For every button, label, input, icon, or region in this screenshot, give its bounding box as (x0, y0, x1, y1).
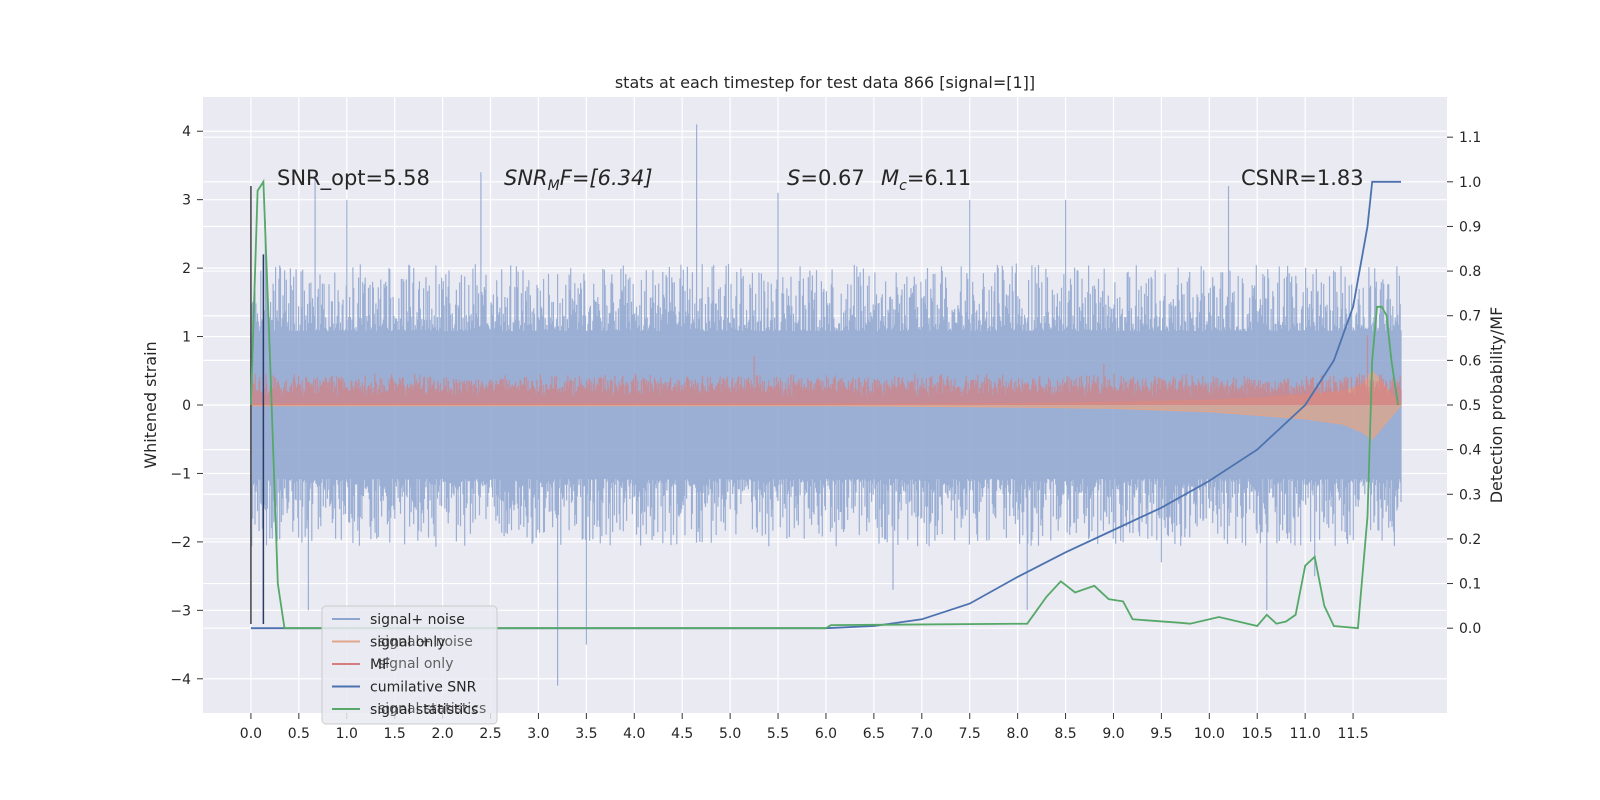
x-tick-label: 11.0 (1290, 726, 1321, 742)
x-tick-label: 1.0 (336, 726, 358, 742)
annotation-snr-mf-f: F=[6.34] (560, 166, 653, 190)
y-tick-label-left: 4 (182, 124, 191, 140)
legend-label: signal statistics (370, 702, 478, 718)
x-tick-label: 11.5 (1337, 726, 1368, 742)
x-tick-label: 9.5 (1150, 726, 1172, 742)
x-tick-label: 2.0 (431, 726, 453, 742)
annotation-snr-mf-sub: M (548, 178, 560, 194)
y-tick-label-left: 2 (182, 261, 191, 277)
y-tick-label-left: 3 (182, 193, 191, 209)
annotation-mc: Mc=6.11 (881, 166, 971, 194)
x-tick-label: 6.0 (815, 726, 837, 742)
x-tick-label: 1.5 (384, 726, 406, 742)
x-tick-label: 0.0 (240, 726, 262, 742)
y-tick-label-right: 0.4 (1459, 443, 1481, 459)
y-tick-label-right: 0.9 (1459, 219, 1481, 235)
legend-label: cumilative SNR (370, 680, 477, 696)
annotation-csnr: CSNR=1.83 (1241, 166, 1364, 190)
annotation-snr-mf: SNRMF=[6.34] (504, 166, 653, 194)
x-tick-label: 8.0 (1007, 726, 1029, 742)
y-tick-label-right: 1.1 (1459, 130, 1481, 146)
x-tick-label: 4.0 (623, 726, 645, 742)
y-tick-label-left: −4 (170, 672, 191, 688)
y-tick-label-left: 0 (182, 398, 191, 414)
series-cumulative-snr (250, 180, 1401, 630)
ticks: 0.0 0.5 1.0 1.5 2.0 2.5 3.0 3.5 4.0 4.5 5.0 5.5 6.0 6… (170, 124, 1481, 742)
y-axis-label-right: Detection probability/MF (1487, 307, 1506, 504)
x-tick-label: 0.5 (288, 726, 310, 742)
annotation-snr-opt: SNR_opt=5.58 (277, 166, 430, 191)
y-tick-label-left: −1 (170, 466, 191, 482)
x-tick-label: 10.5 (1242, 726, 1273, 742)
series-signal-statistics (250, 178, 1399, 630)
x-tick-label: 2.5 (479, 726, 501, 742)
annotation-s-value: =0.67 (800, 166, 864, 190)
legend-ghost-label: signal+ noise (378, 634, 473, 650)
x-tick-label: 7.5 (959, 726, 981, 742)
x-tick-label: 3.0 (527, 726, 549, 742)
x-tick-label: 3.5 (575, 726, 597, 742)
annotation-mc-sub: c (899, 178, 907, 194)
y-tick-label-left: −2 (170, 535, 191, 551)
y-axis-label-left: Whitened strain (141, 341, 160, 468)
annotation-s-main: S (787, 166, 800, 190)
x-tick-label: 5.5 (767, 726, 789, 742)
y-tick-label-right: 0.0 (1459, 621, 1481, 637)
y-tick-label-right: 0.6 (1459, 353, 1481, 369)
y-tick-label-right: 0.3 (1459, 487, 1481, 503)
y-tick-label-right: 0.1 (1459, 577, 1481, 593)
chart-title: stats at each timestep for test data 866… (615, 73, 1035, 92)
y-tick-label-right: 0.7 (1459, 309, 1481, 325)
annotation-mc-main: M (881, 166, 899, 190)
legend: signal+ noise signal only signal statist… (321, 605, 498, 725)
x-tick-label: 6.5 (863, 726, 885, 742)
y-tick-label-right: 1.0 (1459, 175, 1481, 191)
annotation-snr-mf-main: SNR (504, 166, 548, 190)
y-tick-label-right: 0.5 (1459, 398, 1481, 414)
legend-label: signal only (370, 635, 445, 651)
y-tick-label-left: −3 (170, 603, 191, 619)
x-tick-label: 8.5 (1054, 726, 1076, 742)
legend-label: signal+ noise (370, 612, 465, 628)
legend-frame (321, 605, 498, 725)
x-tick-label: 5.0 (719, 726, 741, 742)
legend-ghost-label: signal only (378, 656, 453, 672)
annotation-mc-value: =6.11 (907, 166, 971, 190)
y-tick-label-left: 1 (182, 330, 191, 346)
annotation-s: S=0.67 (787, 166, 865, 190)
legend-label: MF (370, 657, 390, 673)
data-layer (250, 124, 1402, 686)
y-tick-label-right: 0.2 (1459, 532, 1481, 548)
y-tick-label-right: 0.8 (1459, 264, 1481, 280)
x-tick-label: 9.0 (1102, 726, 1124, 742)
legend-ghost-label: signal statistics (378, 701, 486, 717)
x-tick-label: 10.0 (1194, 726, 1225, 742)
x-tick-label: 7.0 (911, 726, 933, 742)
x-tick-label: 4.5 (671, 726, 693, 742)
